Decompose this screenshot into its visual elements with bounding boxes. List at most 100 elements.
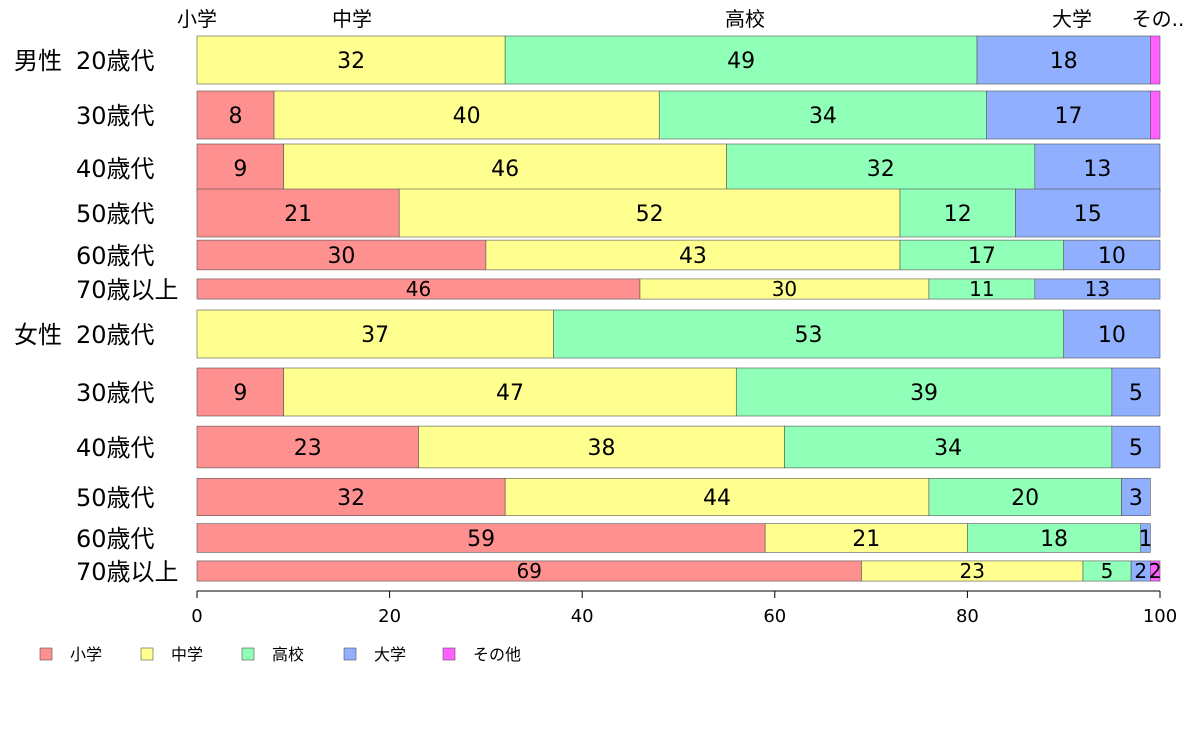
value-label-2-2: 32 [867, 157, 895, 182]
bar-segment-0-2 [504, 35, 978, 85]
x-tick-label-0: 0 [191, 606, 202, 627]
value-label-8-1: 38 [587, 436, 615, 461]
value-label-3-0: 21 [284, 202, 312, 227]
bar-segment-9-2 [928, 477, 1122, 517]
value-label-6-2: 53 [795, 323, 823, 348]
legend-swatch-4 [442, 647, 456, 661]
value-label-10-1: 21 [852, 527, 880, 552]
value-label-4-0: 30 [327, 244, 355, 269]
value-label-6-1: 37 [361, 323, 389, 348]
value-label-7-3: 5 [1129, 381, 1143, 406]
value-label-0-3: 18 [1050, 49, 1078, 74]
value-label-1-2: 34 [809, 104, 837, 129]
bar-segment-6-3 [1063, 309, 1161, 359]
row-label-3: 50歳代 [76, 200, 155, 228]
value-label-9-2: 20 [1011, 486, 1039, 511]
value-label-8-3: 5 [1129, 436, 1143, 461]
top-label-1: 中学 [332, 7, 372, 31]
legend-label-4: その他 [473, 645, 521, 664]
row-label-1: 30歳代 [76, 102, 155, 130]
value-label-7-0: 9 [233, 381, 247, 406]
value-label-8-0: 23 [294, 436, 322, 461]
x-axis: 0 20 40 60 80 100 [191, 590, 1177, 627]
value-label-3-1: 52 [636, 202, 664, 227]
value-label-9-1: 44 [703, 486, 731, 511]
bar-segment-1-2 [658, 90, 987, 140]
bar-segment-5-3 [1034, 278, 1161, 300]
bar-segment-1-0 [196, 90, 275, 140]
bar-segment-8-2 [784, 425, 1113, 469]
value-label-11-0: 69 [517, 559, 542, 583]
row-label-6: 20歳代 [76, 321, 155, 349]
value-label-10-3: 1 [1139, 527, 1153, 552]
value-label-2-1: 46 [491, 157, 519, 182]
value-label-7-2: 39 [910, 381, 938, 406]
x-tick-label-2: 40 [571, 606, 594, 627]
top-label-3: 大学 [1052, 7, 1092, 31]
value-label-11-1: 23 [959, 559, 984, 583]
bar-segment-10-2 [967, 523, 1142, 553]
value-label-8-2: 34 [934, 436, 962, 461]
value-label-3-3: 15 [1074, 202, 1102, 227]
group-label-6: 女性 [14, 321, 62, 349]
bar-segment-2-0 [196, 143, 284, 193]
row-label-0: 20歳代 [76, 47, 155, 75]
legend-swatch-1 [140, 647, 154, 661]
bar-segment-9-3 [1121, 477, 1151, 517]
row-label-10: 60歳代 [76, 525, 155, 553]
row-label-5: 70歳以上 [76, 276, 179, 304]
value-label-5-2: 11 [969, 277, 994, 301]
legend-label-2: 高校 [272, 645, 304, 664]
bar-segment-10-1 [764, 523, 968, 553]
value-label-11-4: 2 [1149, 559, 1162, 583]
value-label-1-3: 17 [1055, 104, 1083, 129]
value-label-10-2: 18 [1040, 527, 1068, 552]
top-label-2: 高校 [725, 7, 765, 31]
x-tick-label-5: 100 [1143, 606, 1177, 627]
value-label-4-1: 43 [679, 244, 707, 269]
legend-label-3: 大学 [374, 645, 406, 664]
row-label-9: 50歳代 [76, 484, 155, 512]
bar-segment-4-0 [196, 239, 487, 271]
legend-swatch-3 [343, 647, 357, 661]
value-label-10-0: 59 [467, 527, 495, 552]
bar-segment-8-0 [196, 425, 419, 469]
bar-segment-10-3 [1140, 523, 1151, 553]
value-label-11-3: 2 [1134, 559, 1147, 583]
bar-segment-9-0 [196, 477, 506, 517]
bar-segment-2-2 [726, 143, 1036, 193]
bar-segment-10-0 [196, 523, 766, 553]
bar-segment-3-3 [1015, 188, 1161, 238]
row-label-2: 40歳代 [76, 155, 155, 183]
value-label-2-3: 13 [1083, 157, 1111, 182]
value-label-9-0: 32 [337, 486, 365, 511]
value-label-2-0: 9 [233, 157, 247, 182]
value-label-5-3: 13 [1085, 277, 1110, 301]
top-label-4: その.. [1132, 7, 1185, 31]
legend-swatch-0 [39, 647, 53, 661]
bar-segment-1-1 [273, 90, 660, 140]
bar-segment-6-2 [553, 309, 1065, 359]
value-label-3-2: 12 [944, 202, 972, 227]
legend-label-0: 小学 [70, 645, 102, 664]
value-label-11-2: 5 [1101, 559, 1114, 583]
value-label-9-3: 3 [1129, 486, 1143, 511]
bar-segment-0-4 [1150, 35, 1161, 85]
top-category-labels: 小学 中学 高校 大学 その.. [177, 7, 1184, 31]
value-label-1-0: 8 [229, 104, 243, 129]
bar-segment-11-4 [1150, 560, 1161, 582]
value-label-1-1: 40 [453, 104, 481, 129]
value-label-0-1: 32 [337, 49, 365, 74]
bar-segment-0-1 [196, 35, 506, 85]
bar-segment-9-1 [504, 477, 930, 517]
bar-segment-3-1 [398, 188, 901, 238]
value-label-7-1: 47 [496, 381, 524, 406]
row-label-11: 70歳以上 [76, 558, 179, 586]
x-tick-label-1: 20 [378, 606, 401, 627]
legend: 小学 中学 高校 大学 その他 [39, 645, 521, 664]
row-label-4: 60歳代 [76, 242, 155, 270]
bar-segment-4-1 [485, 239, 901, 271]
row-label-7: 30歳代 [76, 379, 155, 407]
